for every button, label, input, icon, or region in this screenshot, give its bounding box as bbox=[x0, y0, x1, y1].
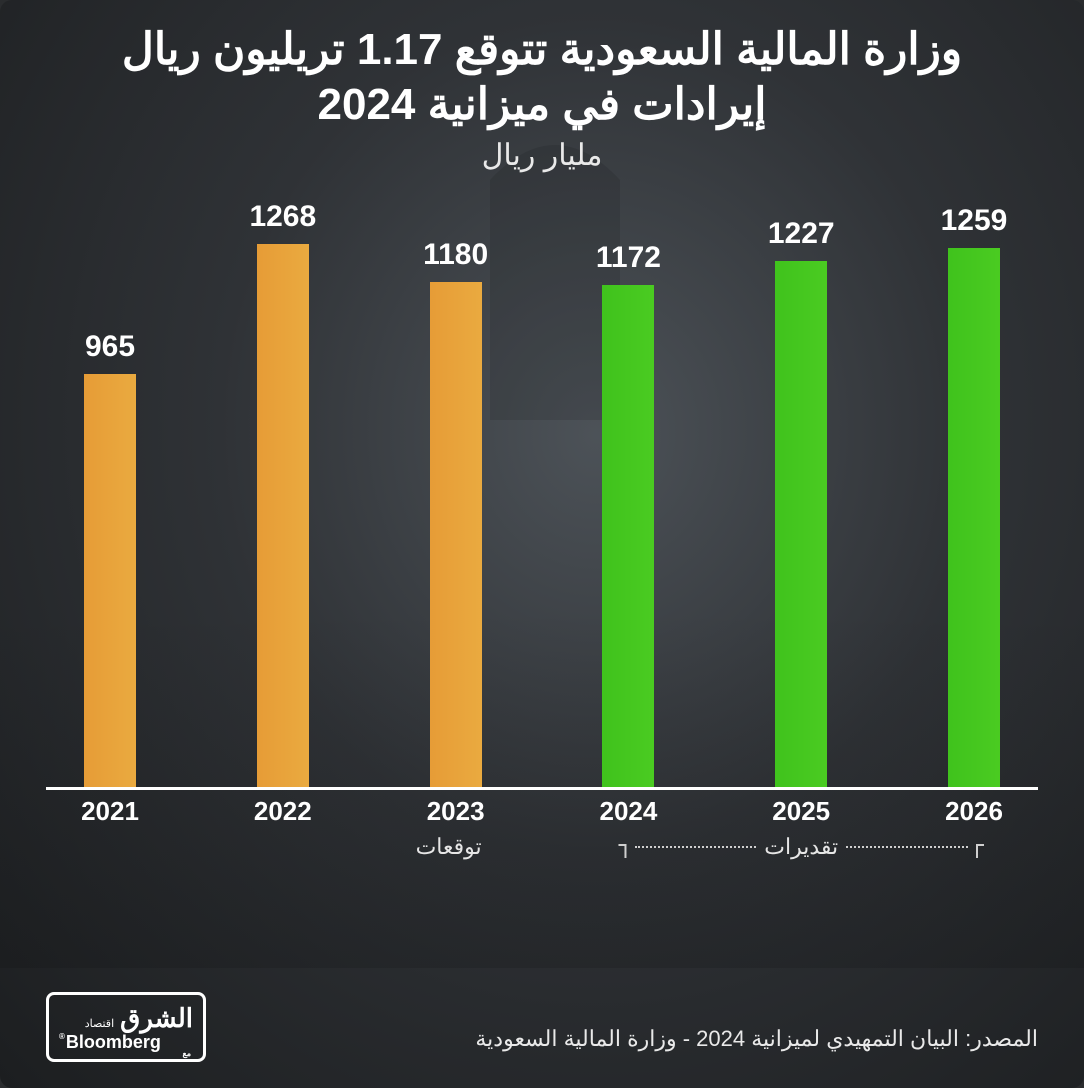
bar-rect bbox=[602, 285, 654, 790]
bar-value-label: 965 bbox=[85, 330, 135, 364]
bar-value-label: 1180 bbox=[423, 238, 488, 272]
logo-small-ar: اقتصاد bbox=[85, 1019, 114, 1030]
bar-rect bbox=[948, 248, 1000, 790]
bar-value-label: 1268 bbox=[249, 200, 316, 234]
bar-rect bbox=[84, 374, 136, 790]
infographic-frame: وزارة المالية السعودية تتوقع 1.17 تريليو… bbox=[0, 0, 1084, 1088]
revenue-bar-chart: 96512681180117212271259 2021202220232024… bbox=[46, 230, 1038, 850]
bar-value-label: 1227 bbox=[768, 217, 835, 251]
bar-slot: 1180 bbox=[416, 238, 496, 790]
bar-slot: 965 bbox=[70, 330, 150, 790]
bar-slot: 1227 bbox=[761, 217, 841, 790]
headline-line1: وزارة المالية السعودية تتوقع 1.17 تريليو… bbox=[40, 22, 1044, 77]
bracket-dash-icon bbox=[635, 846, 756, 848]
bar-slot: 1268 bbox=[243, 200, 323, 790]
bar-value-label: 1259 bbox=[941, 204, 1008, 238]
x-axis-baseline bbox=[46, 787, 1038, 790]
title-block: وزارة المالية السعودية تتوقع 1.17 تريليو… bbox=[40, 22, 1044, 173]
bars-container: 96512681180117212271259 bbox=[46, 230, 1038, 790]
bracket-hook-icon bbox=[618, 844, 626, 858]
plot-area: 96512681180117212271259 bbox=[46, 230, 1038, 790]
bar-slot: 1172 bbox=[588, 241, 668, 790]
x-axis-label: 2021 bbox=[70, 796, 150, 827]
unit-subtitle: مليار ريال bbox=[40, 138, 1044, 173]
x-axis-label: 2024 bbox=[588, 796, 668, 827]
source-attribution: المصدر: البيان التمهيدي لميزانية 2024 - … bbox=[475, 1026, 1038, 1052]
x-axis-label: 2025 bbox=[761, 796, 841, 827]
bar-value-label: 1172 bbox=[596, 241, 661, 275]
bar-rect bbox=[257, 244, 309, 790]
x-axis-label: 2023 bbox=[416, 796, 496, 827]
logo-main-ar: الشرق bbox=[120, 1005, 193, 1031]
forecast-label: توقعات bbox=[416, 834, 482, 859]
x-axis-label: 2026 bbox=[934, 796, 1014, 827]
bar-slot: 1259 bbox=[934, 204, 1014, 790]
logo-bloomberg: ®Bloomberg مع bbox=[59, 1033, 193, 1051]
annotation-row: توقعات تقديرات bbox=[46, 834, 1038, 874]
headline-line2: إيرادات في ميزانية 2024 bbox=[40, 77, 1044, 132]
bracket-hook-icon bbox=[976, 844, 984, 858]
bar-rect bbox=[775, 261, 827, 790]
forecast-annotation: توقعات bbox=[416, 834, 482, 860]
x-axis-label: 2022 bbox=[243, 796, 323, 827]
asharq-bloomberg-logo: اقتصاد الشرق ®Bloomberg مع bbox=[46, 992, 206, 1062]
bar-rect bbox=[430, 282, 482, 790]
x-axis-labels: 2021 2022 2023 2024 2025 2026 bbox=[46, 796, 1038, 827]
bracket-dash-icon bbox=[846, 846, 967, 848]
estimates-annotation: تقديرات bbox=[618, 834, 984, 860]
estimates-label: تقديرات bbox=[764, 834, 838, 860]
